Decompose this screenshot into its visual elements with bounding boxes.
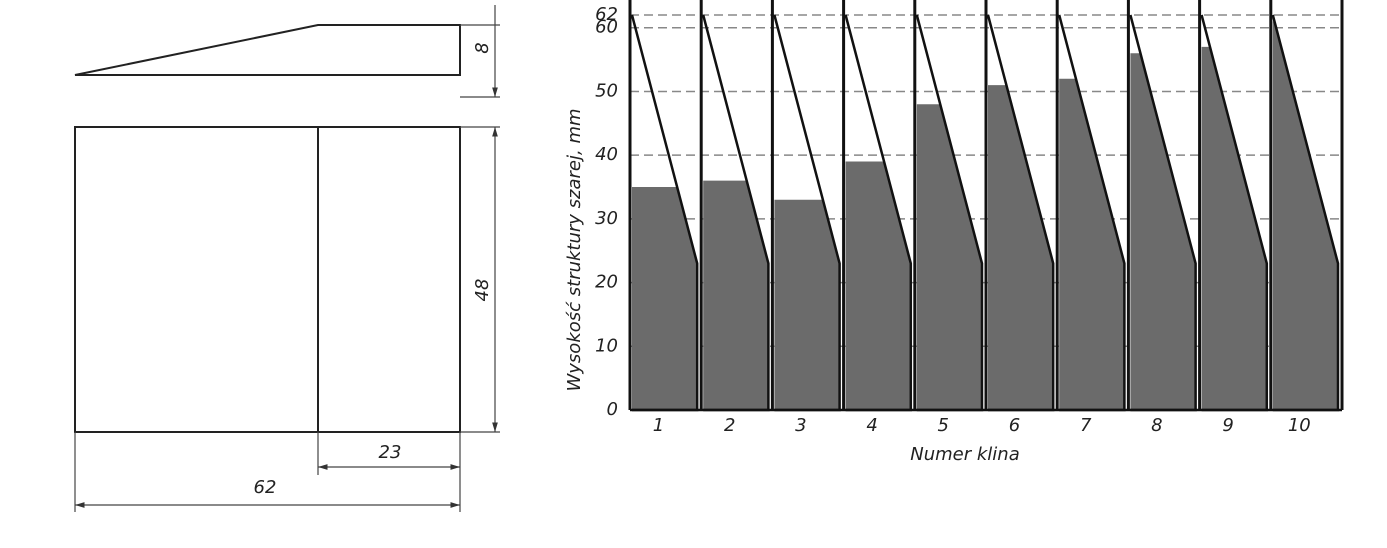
dim-label: 48: [472, 279, 493, 302]
x-tick-label: 4: [866, 415, 877, 436]
gray-structure: [1130, 53, 1196, 411]
gray-structure: [988, 85, 1054, 411]
x-tick-label: 2: [724, 415, 735, 436]
x-tick-label: 7: [1080, 415, 1092, 436]
x-tick-label: 3: [795, 415, 806, 436]
x-tick-label: 10: [1288, 415, 1311, 436]
dim-label: 62: [254, 477, 277, 498]
gray-structure: [916, 104, 982, 411]
dim-label: 8: [472, 42, 493, 53]
y-tick-label: 30: [595, 208, 618, 229]
x-tick-label: 1: [653, 415, 664, 436]
y-tick-label: 0: [607, 399, 618, 420]
y-axis-label: Wysokość struktury szarej, mm: [564, 108, 585, 391]
y-tick-label: 20: [595, 272, 618, 293]
y-tick-label: 62: [595, 4, 618, 25]
gray-structure: [632, 187, 698, 410]
gray-structure: [1272, 21, 1338, 410]
y-tick-label: 60: [595, 17, 618, 38]
gray-structure: [1059, 78, 1125, 410]
front-view: [74, 126, 461, 433]
y-tick-label: 10: [595, 335, 618, 356]
wedge-drawing: 8 48 23 62: [74, 5, 500, 512]
x-tick-label: 6: [1009, 415, 1020, 436]
gray-structure: [845, 161, 911, 410]
dim-label: 23: [379, 442, 402, 463]
x-tick-label: 9: [1222, 415, 1233, 436]
x-tick-label: 8: [1151, 415, 1162, 436]
y-tick-label: 40: [595, 144, 618, 165]
gray-structure: [1201, 46, 1267, 411]
gray-structure: [703, 180, 769, 410]
extension-lines: [74, 24, 500, 512]
gray-structure: [774, 199, 840, 410]
x-axis-label: Numer klina: [910, 444, 1019, 465]
y-tick-label: 50: [595, 80, 618, 101]
side-view: [74, 24, 461, 76]
x-tick-label: 5: [938, 415, 949, 436]
